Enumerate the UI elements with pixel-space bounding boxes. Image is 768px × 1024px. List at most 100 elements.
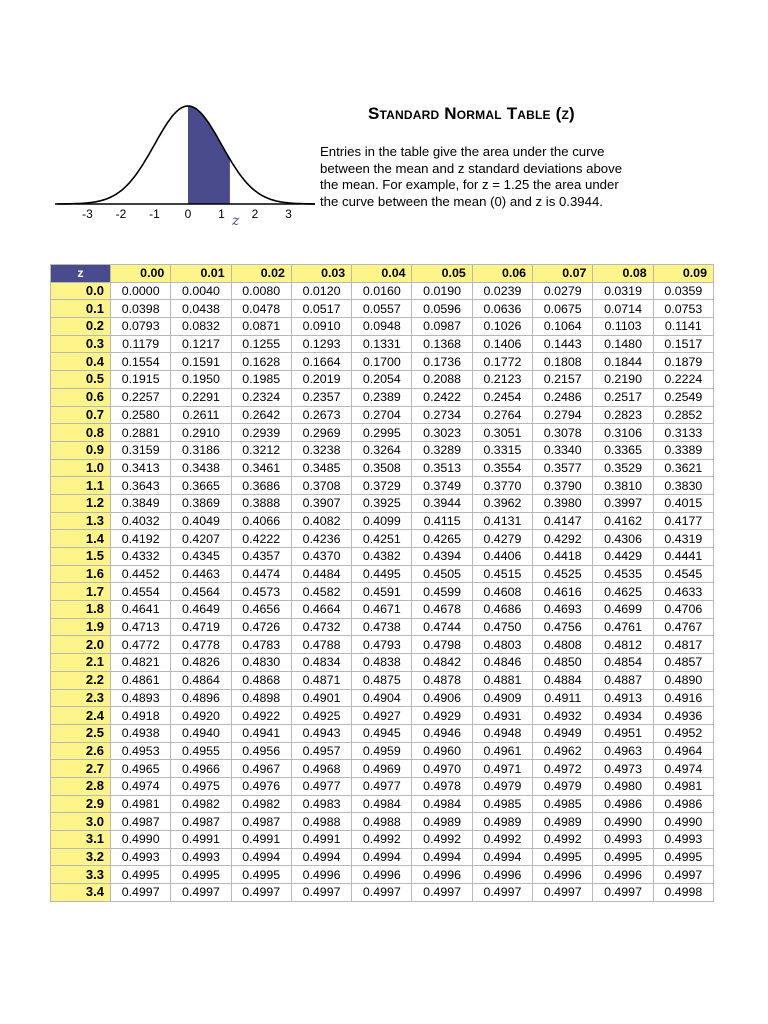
table-cell: 0.4564 [170, 582, 232, 602]
table-cell: 0.4236 [290, 529, 353, 548]
table-cell: 0.3888 [230, 493, 292, 513]
normal-curve-figure: -3 -2 -1 0 1 2 3 z [55, 105, 315, 229]
table-cell: 0.4901 [290, 688, 353, 708]
table-cell: 0.4991 [230, 830, 292, 849]
table-cell: 0.4649 [170, 600, 232, 619]
table-cell: 0.4963 [592, 741, 654, 761]
table-cell: 0.3106 [592, 423, 654, 442]
table-cell: 0.4996 [290, 865, 353, 885]
table-cell: 0.4990 [592, 812, 654, 831]
table-cell: 0.4945 [351, 723, 413, 743]
table-row: 0.9 0.3159 0.3186 0.3212 0.3238 0.3264 0.3289 0… [50, 440, 714, 460]
table-cell: 0.4656 [230, 600, 292, 619]
table-row: 0.0 0.0000 0.0040 0.0080 0.0120 0.0160 0.0190 0… [50, 281, 714, 301]
table-cell: 0.3513 [411, 458, 473, 478]
z-column-header: z [50, 264, 111, 283]
table-cell: 0.4951 [592, 723, 654, 743]
table-cell: 0.4974 [652, 759, 714, 778]
table-cell: 0.4971 [471, 759, 534, 778]
table-cell: 0.4699 [592, 600, 654, 619]
table-cell: 0.4916 [652, 688, 714, 708]
table-cell: 0.3315 [471, 440, 534, 460]
table-cell: 0.4992 [351, 830, 413, 849]
table-cell: 0.3554 [471, 458, 534, 478]
table-cell: 0.4890 [652, 670, 714, 690]
table-cell: 0.4306 [592, 529, 654, 548]
table-cell: 0.2611 [170, 405, 232, 425]
table-cell: 0.3830 [652, 476, 714, 495]
table-cell: 0.3159 [109, 440, 172, 460]
table-cell: 0.4817 [652, 635, 714, 655]
table-cell: 0.4986 [652, 794, 714, 814]
table-row: 2.6 0.4953 0.4955 0.4956 0.4957 0.4959 0.4960 0… [50, 741, 714, 761]
table-cell: 0.3365 [592, 440, 654, 460]
table-cell: 0.1554 [109, 352, 172, 372]
table-cell: 0.0120 [290, 281, 353, 301]
table-cell: 0.4898 [230, 688, 292, 708]
table-cell: 0.4878 [411, 670, 473, 690]
table-row: 2.7 0.4965 0.4966 0.4967 0.4968 0.4969 0.4970 0… [50, 759, 714, 778]
row-z-label: 2.6 [50, 741, 111, 761]
table-cell: 0.4251 [351, 529, 413, 548]
table-cell: 0.4756 [532, 617, 594, 637]
table-cell: 0.4515 [471, 564, 534, 584]
axis-tick-label: 2 [252, 207, 259, 221]
table-row: 2.1 0.4821 0.4826 0.4830 0.4834 0.4838 0.4842 0… [50, 653, 714, 672]
table-cell: 0.0239 [471, 281, 534, 301]
table-cell: 0.4996 [351, 865, 413, 885]
table-cell: 0.4896 [170, 688, 232, 708]
table-cell: 0.4608 [471, 582, 534, 602]
table-cell: 0.4955 [170, 741, 232, 761]
table-cell: 0.4345 [170, 547, 232, 566]
table-cell: 0.3925 [351, 493, 413, 513]
table-cell: 0.4429 [592, 547, 654, 566]
table-cell: 0.3686 [230, 476, 292, 495]
table-row: 3.2 0.4993 0.4993 0.4994 0.4994 0.4994 0.4994 0… [50, 847, 714, 867]
table-cell: 0.4922 [230, 706, 292, 725]
table-cell: 0.4913 [592, 688, 654, 708]
table-cell: 0.2580 [109, 405, 172, 425]
table-cell: 0.4983 [290, 794, 353, 814]
column-header: 0.09 [652, 264, 714, 283]
table-cell: 0.4996 [411, 865, 473, 885]
table-cell: 0.4706 [652, 600, 714, 619]
table-cell: 0.4993 [109, 847, 172, 867]
table-cell: 0.4864 [170, 670, 232, 690]
table-row: 0.4 0.1554 0.1591 0.1628 0.1664 0.1700 0.1736 0… [50, 352, 714, 372]
table-cell: 0.4997 [411, 883, 473, 902]
table-cell: 0.3078 [532, 423, 594, 442]
table-cell: 0.4996 [471, 865, 534, 885]
table-cell: 0.4535 [592, 564, 654, 584]
table-row: 3.4 0.4997 0.4997 0.4997 0.4997 0.4997 0.4997 0… [50, 883, 714, 902]
table-cell: 0.3212 [230, 440, 292, 460]
table-cell: 0.4821 [109, 653, 172, 672]
table-cell: 0.0000 [109, 281, 172, 301]
table-cell: 0.0987 [411, 317, 473, 336]
table-cell: 0.4997 [351, 883, 413, 902]
table-row: 0.5 0.1915 0.1950 0.1985 0.2019 0.2054 0.2088 0… [50, 370, 714, 389]
table-cell: 0.4881 [471, 670, 534, 690]
table-cell: 0.4956 [230, 741, 292, 761]
table-cell: 0.4452 [109, 564, 172, 584]
table-cell: 0.4861 [109, 670, 172, 690]
table-cell: 0.4995 [532, 847, 594, 867]
table-cell: 0.4750 [471, 617, 534, 637]
table-cell: 0.4871 [290, 670, 353, 690]
table-cell: 0.3708 [290, 476, 353, 495]
table-cell: 0.2852 [652, 405, 714, 425]
table-cell: 0.4911 [532, 688, 594, 708]
table-cell: 0.1179 [109, 334, 172, 354]
table-cell: 0.4992 [532, 830, 594, 849]
table-cell: 0.3980 [532, 493, 594, 513]
axis-tick-label: -2 [116, 207, 127, 221]
table-cell: 0.4985 [471, 794, 534, 814]
table-cell: 0.3770 [471, 476, 534, 495]
table-cell: 0.3665 [170, 476, 232, 495]
column-header: 0.02 [230, 264, 292, 283]
table-cell: 0.3238 [290, 440, 353, 460]
table-row: 1.5 0.4332 0.4345 0.4357 0.4370 0.4382 0.4394 0… [50, 547, 714, 566]
table-cell: 0.2673 [290, 405, 353, 425]
description-line: the mean. For example, for z = 1.25 the … [320, 177, 619, 193]
table-cell: 0.4834 [290, 653, 353, 672]
table-cell: 0.4932 [532, 706, 594, 725]
